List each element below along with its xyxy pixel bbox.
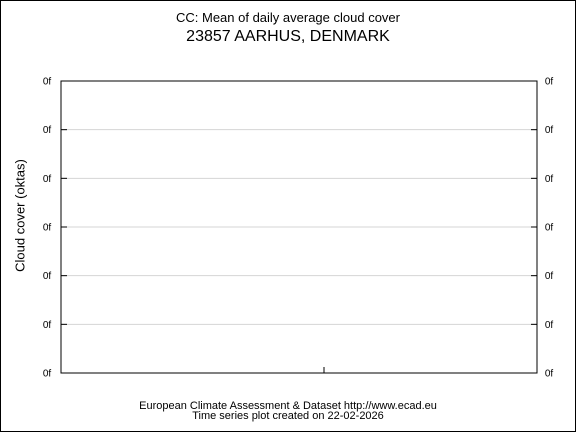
- footer-credit: European Climate Assessment & Dataset ht…: [139, 400, 437, 412]
- y-tick-label-left: 0f: [43, 223, 52, 234]
- y-tick-label-right: 0f: [545, 77, 554, 88]
- y-tick-label-left: 0f: [43, 174, 52, 185]
- grid-lines: [61, 129, 537, 325]
- y-tick-label-right: 0f: [545, 125, 554, 136]
- y-tick-label-right: 0f: [545, 271, 554, 282]
- chart-title: CC: Mean of daily average cloud cover: [175, 10, 400, 25]
- y-tick-label-left: 0f: [43, 320, 52, 331]
- footer-created-date: Time series plot created on 22-02-2026: [192, 410, 384, 422]
- y-tick-label-left: 0f: [43, 271, 52, 282]
- y-axis-ticks: 0f 0f 0f 0f 0f 0f 0f 0f 0f 0f 0f 0f 0f 0f: [43, 77, 554, 380]
- y-tick-label-right: 0f: [545, 223, 554, 234]
- y-tick-label-right: 0f: [545, 174, 554, 185]
- y-tick-label-right: 0f: [545, 369, 554, 380]
- y-tick-label-left: 0f: [43, 125, 52, 136]
- y-tick-label-left: 0f: [43, 77, 52, 88]
- y-tick-label-left: 0f: [43, 369, 52, 380]
- y-tick-label-right: 0f: [545, 320, 554, 331]
- chart-subtitle: 23857 AARHUS, DENMARK: [186, 28, 390, 45]
